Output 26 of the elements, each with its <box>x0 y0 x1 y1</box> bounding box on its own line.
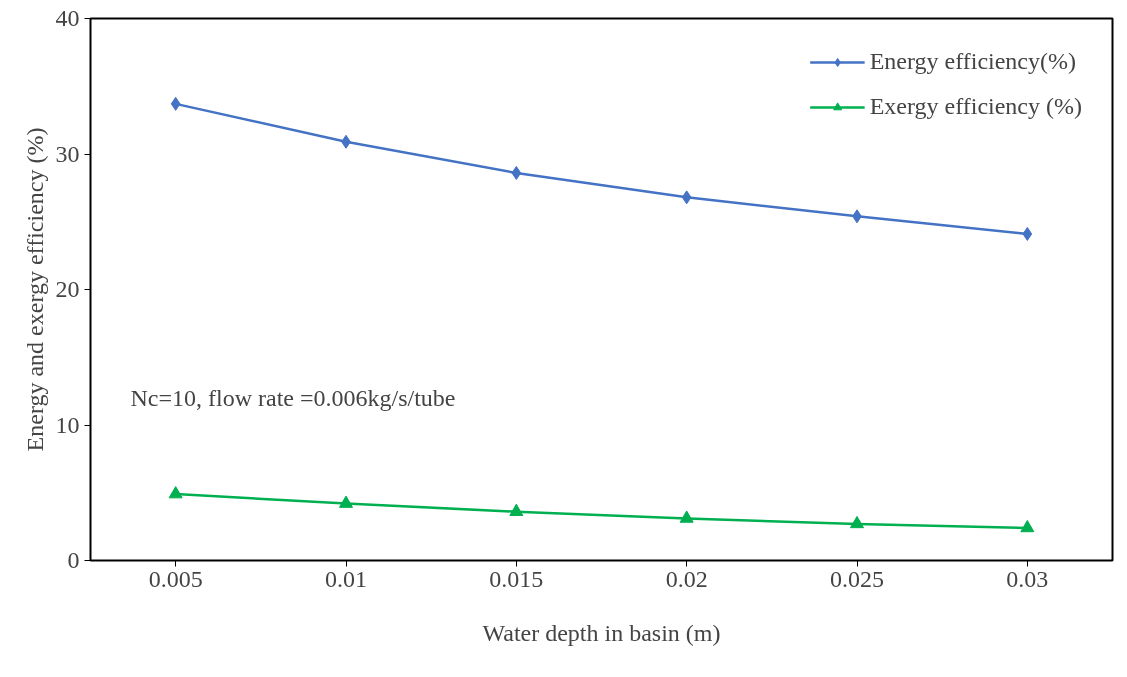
x-tick-label: 0.015 <box>489 565 544 592</box>
point <box>1020 519 1035 533</box>
x-tick-label: 0.005 <box>148 565 203 592</box>
x-tick-label: 0.025 <box>830 565 884 592</box>
point <box>679 510 694 523</box>
y-tick-label: 40 <box>55 5 80 31</box>
y-tick-label: 20 <box>55 276 80 302</box>
x-tick-label: 0.02 <box>665 565 708 592</box>
y-axis-title: Energy and exergy efficiency (%) <box>21 127 48 452</box>
point <box>168 486 183 499</box>
x-tick-label: 0.01 <box>325 565 367 592</box>
x-tick-label: 0.03 <box>1006 565 1049 592</box>
annotation: Nc=10, flow rate =0.006kg/s/tube <box>130 384 456 411</box>
point <box>850 515 864 529</box>
point <box>1022 226 1033 241</box>
y-tick-label: 10 <box>55 411 80 438</box>
point <box>509 503 524 516</box>
point <box>681 190 692 205</box>
x-axis-title: Water depth in basin (m) <box>482 619 721 646</box>
legend-label: Exergy efficiency (%) <box>869 93 1082 120</box>
legend-label: Energy efficiency(%) <box>869 48 1076 75</box>
point <box>511 165 522 180</box>
point <box>339 495 353 508</box>
y-tick-label: 30 <box>55 140 80 167</box>
y-tick-label: 0 <box>67 547 80 573</box>
point <box>170 96 181 111</box>
